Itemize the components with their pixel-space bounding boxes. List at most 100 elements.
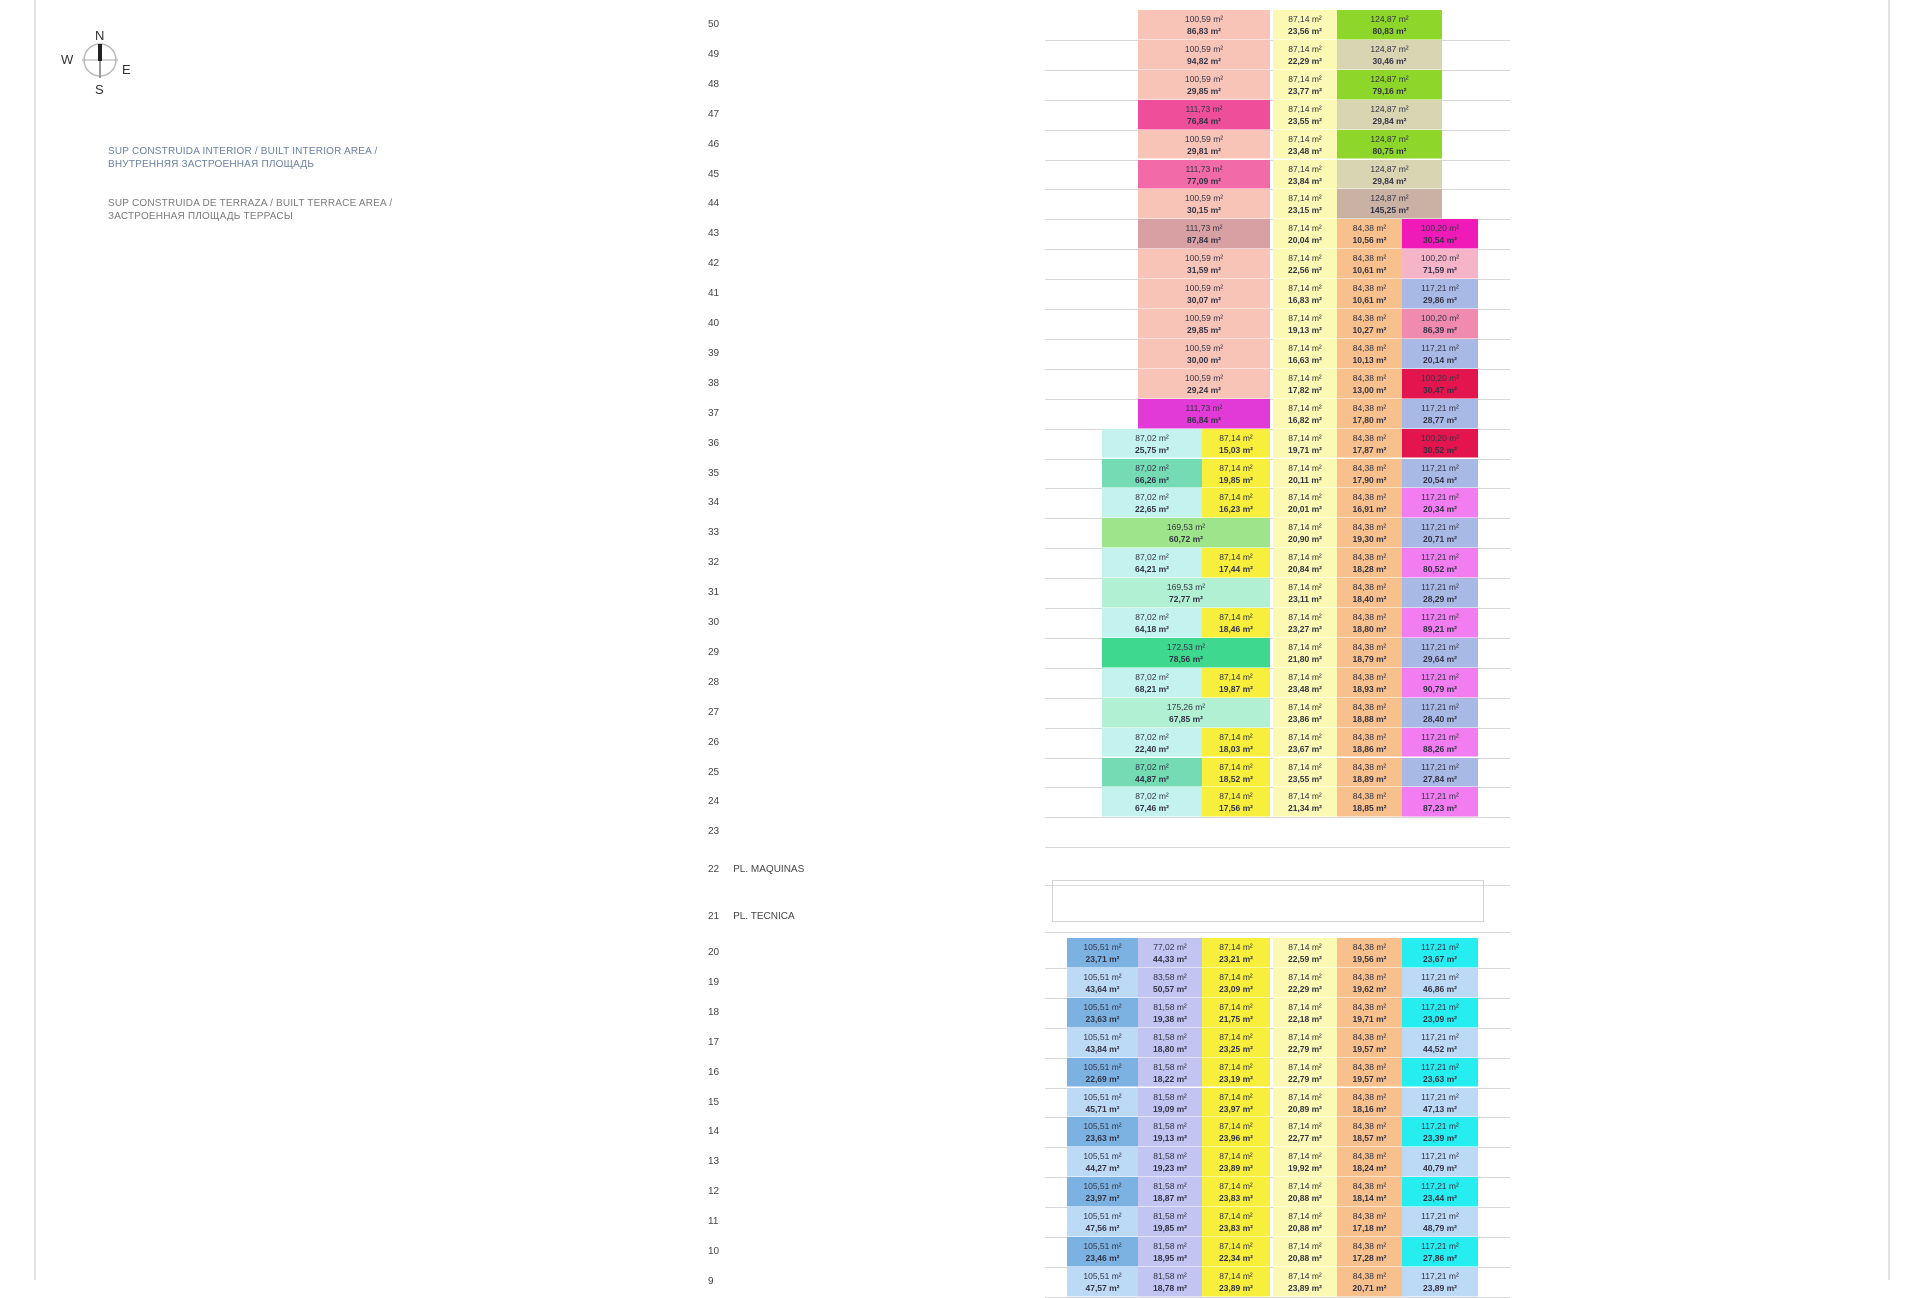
- terrace-area-value: 18,24 m²: [1352, 1163, 1387, 1174]
- apartment-cell: 100,20 m² 86,39 m²: [1402, 309, 1478, 339]
- apartment-cell: 124,87 m² 30,46 m²: [1337, 39, 1442, 70]
- terrace-area-value: 28,40 m²: [1422, 713, 1458, 724]
- terrace-area-value: 29,86 m²: [1422, 295, 1458, 306]
- apartment-cell: 81,58 m² 19,85 m²: [1138, 1207, 1202, 1237]
- terrace-area-value: 19,87 m²: [1218, 683, 1254, 694]
- floor-number: 50: [708, 19, 720, 30]
- apartment-cell: 111,73 m² 86,84 m²: [1138, 398, 1270, 429]
- apartment-cell: 87,14 m² 18,46 m²: [1202, 608, 1270, 638]
- interior-area-value: 100,20 m²: [1420, 432, 1460, 443]
- terrace-area-value: 68,21 m²: [1134, 683, 1170, 694]
- apartment-cell: 100,59 m² 30,00 m²: [1138, 338, 1270, 369]
- terrace-area-value: 23,39 m²: [1422, 1133, 1458, 1144]
- floor-label: 15: [708, 1097, 719, 1108]
- apartment-cell: 83,58 m² 50,57 m²: [1138, 967, 1202, 998]
- floor-number: 26: [708, 736, 720, 748]
- interior-area-value: 117,21 m²: [1421, 942, 1459, 952]
- compass-north: N: [95, 28, 105, 43]
- floor-label: 46: [708, 139, 719, 150]
- terrace-area-value: 29,84 m²: [1372, 115, 1407, 126]
- interior-area-value: 84,38 m²: [1352, 522, 1387, 533]
- terrace-area-value: 30,07 m²: [1186, 295, 1222, 306]
- interior-area-value: 84,38 m²: [1352, 701, 1387, 712]
- terrace-area-value: 13,00 m²: [1352, 384, 1387, 395]
- terrace-area-value: 44,87 m²: [1134, 773, 1170, 784]
- terrace-area-value: 23,44 m²: [1422, 1193, 1458, 1204]
- terrace-area-value: 30,46 m²: [1372, 55, 1407, 66]
- floor-label: 28: [708, 677, 719, 688]
- apartment-cell: 87,14 m² 20,04 m²: [1273, 219, 1337, 250]
- apartment-cell: 81,58 m² 19,13 m²: [1138, 1117, 1202, 1148]
- interior-area-value: 87,14 m²: [1288, 1061, 1322, 1072]
- interior-area-value: 87,14 m²: [1288, 701, 1322, 712]
- interior-area-value: 87,14 m²: [1219, 1061, 1253, 1072]
- terrace-area-value: 30,54 m²: [1422, 235, 1458, 246]
- interior-area-value: 84,38 m²: [1352, 1001, 1387, 1012]
- interior-area-value: 84,38 m²: [1352, 462, 1387, 473]
- apartment-cell: 87,14 m² 23,25 m²: [1202, 1027, 1270, 1058]
- terrace-area-value: 17,80 m²: [1352, 414, 1387, 425]
- interior-area-value: 87,14 m²: [1288, 971, 1322, 982]
- terrace-area-value: 31,59 m²: [1186, 265, 1222, 276]
- terrace-area-value: 18,57 m²: [1352, 1133, 1387, 1144]
- terrace-area-value: 23,89 m²: [1218, 1282, 1254, 1293]
- terrace-area-value: 23,55 m²: [1287, 773, 1323, 784]
- apartment-cell: 87,14 m² 23,84 m²: [1273, 159, 1337, 190]
- interior-area-value: 117,21 m²: [1421, 671, 1459, 682]
- apartment-cell: 87,14 m² 21,80 m²: [1273, 637, 1337, 668]
- apartment-cell: 81,58 m² 19,23 m²: [1138, 1147, 1202, 1178]
- terrace-area-value: 47,57 m²: [1085, 1282, 1120, 1293]
- interior-area-value: 87,14 m²: [1288, 671, 1322, 682]
- interior-area-value: 84,38 m²: [1352, 402, 1387, 413]
- apartment-cell: 87,14 m² 23,15 m²: [1273, 189, 1337, 220]
- interior-area-value: 87,14 m²: [1288, 552, 1322, 563]
- apartment-cell: 117,21 m² 46,86 m²: [1402, 967, 1478, 998]
- terrace-area-value: 20,84 m²: [1287, 564, 1323, 575]
- floor-number: 32: [708, 557, 720, 569]
- apartment-cell: 84,38 m² 16,91 m²: [1337, 488, 1402, 519]
- floor-number: 20: [708, 947, 720, 958]
- apartment-cell: 117,21 m² 23,09 m²: [1402, 997, 1478, 1028]
- terrace-area-value: 20,71 m²: [1422, 534, 1458, 545]
- terrace-area-value: 30,52 m²: [1422, 444, 1458, 455]
- floor-label: 40: [708, 318, 719, 329]
- terrace-area-value: 23,11 m²: [1288, 594, 1322, 605]
- interior-area-value: 87,02 m²: [1135, 492, 1169, 503]
- floor-label: 20: [708, 947, 719, 958]
- terrace-area-value: 64,21 m²: [1134, 564, 1170, 575]
- apartment-cell: 117,21 m² 20,54 m²: [1402, 458, 1478, 489]
- floor-number: 31: [708, 587, 720, 599]
- floor-label: 33: [708, 527, 719, 538]
- apartment-cell: 87,14 m² 23,67 m²: [1273, 727, 1337, 758]
- apartment-cell: 84,38 m² 10,13 m²: [1337, 338, 1402, 369]
- terrace-area-value: 30,15 m²: [1186, 205, 1222, 216]
- terrace-area-value: 29,85 m²: [1186, 85, 1222, 96]
- apartment-cell: 117,21 m² 27,84 m²: [1402, 757, 1478, 788]
- interior-area-value: 87,14 m²: [1288, 1181, 1322, 1192]
- interior-area-value: 124,87 m²: [1370, 103, 1409, 114]
- terrace-area-value: 17,28 m²: [1352, 1253, 1387, 1263]
- apartment-cell: 100,20 m² 30,47 m²: [1402, 368, 1478, 399]
- floor-slab-line: [1045, 847, 1510, 849]
- terrace-area-value: 44,33 m²: [1152, 954, 1188, 964]
- terrace-area-value: 22,59 m²: [1287, 954, 1323, 964]
- floor-label: 17: [708, 1037, 719, 1048]
- apartment-cell: 87,14 m² 19,71 m²: [1273, 428, 1337, 459]
- floor-number: 15: [708, 1096, 720, 1108]
- terrace-area-value: 30,47 m²: [1422, 384, 1458, 395]
- interior-area-value: 169,53 m²: [1166, 582, 1206, 593]
- interior-area-value: 105,51 m²: [1083, 1001, 1122, 1012]
- apartment-cell: 81,58 m² 18,78 m²: [1138, 1266, 1202, 1297]
- terrace-area-value: 15,03 m²: [1218, 444, 1254, 455]
- interior-area-value: 117,21 m²: [1421, 582, 1459, 593]
- floor-label: 41: [708, 288, 719, 299]
- floor-label: 49: [708, 49, 719, 60]
- apartment-cell: 81,58 m² 18,22 m²: [1138, 1057, 1202, 1088]
- terrace-area-value: 19,56 m²: [1352, 954, 1387, 964]
- interior-area-value: 105,51 m²: [1083, 1031, 1122, 1042]
- interior-area-value: 84,38 m²: [1352, 1091, 1387, 1102]
- interior-area-value: 111,73 m²: [1185, 103, 1223, 114]
- terrace-area-value: 30,00 m²: [1186, 354, 1222, 365]
- interior-area-value: 84,38 m²: [1352, 1181, 1387, 1192]
- floor-number: 16: [708, 1066, 720, 1078]
